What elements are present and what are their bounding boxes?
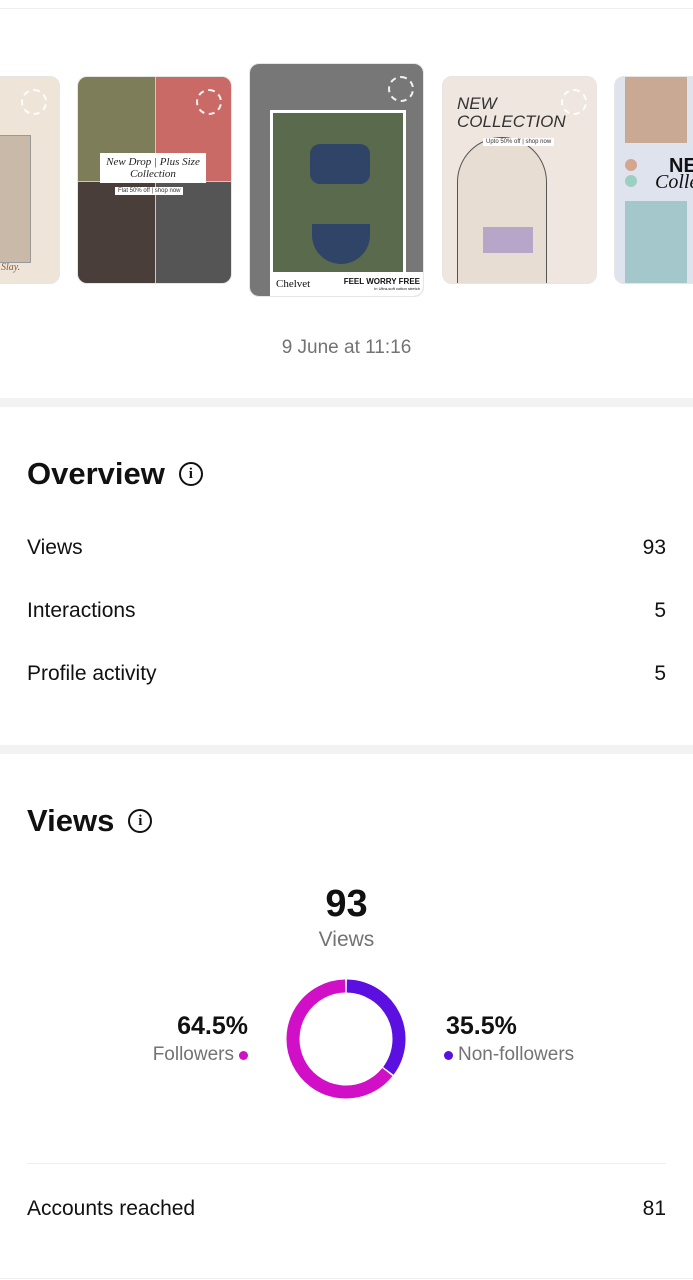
story-caption: Slay. xyxy=(1,262,21,273)
loading-ring-icon xyxy=(561,89,587,115)
promo-sticker: Upto 50% off | shop now xyxy=(483,138,555,146)
story-thumbnail[interactable]: NE Colle xyxy=(614,76,693,284)
views-total: 93 xyxy=(325,883,368,925)
story-headline: NEW COLLECTION xyxy=(457,94,566,131)
info-icon[interactable]: i xyxy=(128,809,153,833)
row-value: 81 xyxy=(642,1197,666,1220)
row-label: Views xyxy=(27,536,83,559)
views-heading: Views i xyxy=(27,803,153,839)
story-date: 9 June at 11:16 xyxy=(281,337,412,358)
row-value: 5 xyxy=(654,599,666,622)
non-followers-dot xyxy=(444,1050,453,1060)
loading-ring-icon xyxy=(388,76,414,102)
followers-legend: Followers xyxy=(153,1044,248,1066)
story-thumbnail[interactable]: NEW COLLECTION Upto 50% off | shop now xyxy=(442,76,597,284)
section-separator xyxy=(0,398,693,407)
row-label: Accounts reached xyxy=(27,1197,196,1220)
story-caption: New Drop | Plus Size Collection xyxy=(100,153,206,183)
overview-row-interactions[interactable]: Interactions 5 xyxy=(27,599,666,623)
non-followers-legend: Non-followers xyxy=(444,1044,574,1066)
info-icon[interactable]: i xyxy=(178,462,203,486)
followers-dot xyxy=(239,1050,248,1060)
overview-row-profile-activity[interactable]: Profile activity 5 xyxy=(27,662,666,686)
story-thumbnail[interactable]: Slay. xyxy=(0,76,60,284)
overview-heading: Overview i xyxy=(27,456,203,492)
row-value: 5 xyxy=(654,662,666,685)
promo-sticker: Flat 50% off | shop now xyxy=(115,187,184,195)
legend-label: Followers xyxy=(152,1044,234,1065)
row-value: 93 xyxy=(642,536,666,559)
row-label: Profile activity xyxy=(27,662,157,685)
followers-percent: 64.5% xyxy=(177,1012,248,1040)
views-total-label: Views xyxy=(318,928,375,951)
row-label: Interactions xyxy=(27,599,136,622)
story-thumbnail[interactable]: New Drop | Plus Size Collection Flat 50%… xyxy=(77,76,232,284)
story-headline: NE xyxy=(669,155,693,177)
overview-title: Overview xyxy=(27,456,165,491)
loading-ring-icon xyxy=(196,89,222,115)
non-followers-slice xyxy=(346,979,406,1075)
section-separator xyxy=(0,745,693,754)
views-title: Views xyxy=(27,803,115,838)
accounts-reached-row: Accounts reached 81 xyxy=(27,1197,666,1221)
story-subtext: in Ultra-soft cotton stretch xyxy=(374,286,420,291)
followers-slice xyxy=(286,979,393,1099)
story-headline: FEEL WORRY FREE xyxy=(343,277,420,286)
legend-label: Non-followers xyxy=(458,1044,575,1065)
views-donut-chart xyxy=(286,979,406,1099)
divider xyxy=(27,1163,666,1164)
loading-ring-icon xyxy=(21,89,47,115)
story-thumbnail-selected[interactable]: Chelvet FEEL WORRY FREE in Ultra-soft cot… xyxy=(249,63,424,297)
brand-logo: Chelvet xyxy=(276,278,311,290)
story-subtext: Colle xyxy=(655,171,693,193)
non-followers-percent: 35.5% xyxy=(446,1012,517,1040)
overview-row-views: Views 93 xyxy=(27,536,666,560)
top-divider xyxy=(0,8,693,9)
divider xyxy=(0,1278,693,1279)
